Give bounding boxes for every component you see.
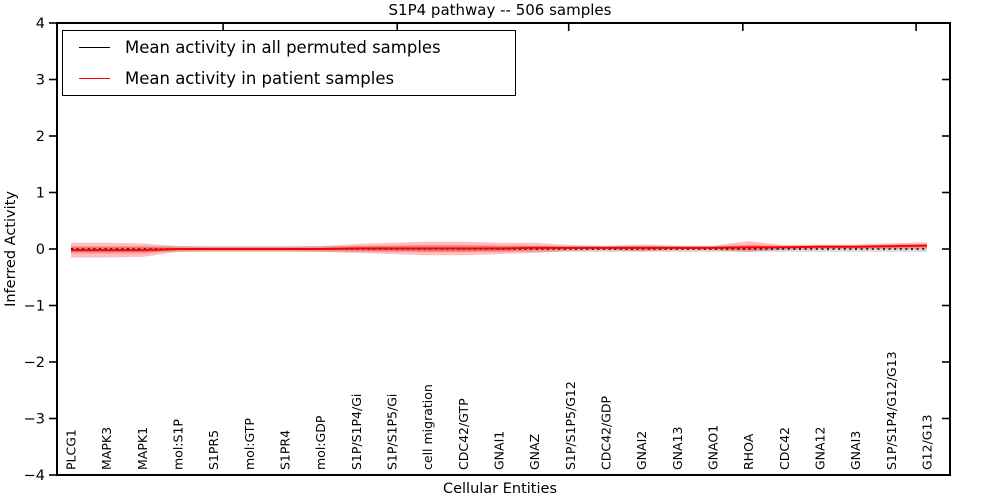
y-tick-label: −1 <box>24 299 45 315</box>
y-axis-label: Inferred Activity <box>3 191 19 307</box>
legend-label-patient: Mean activity in patient samples <box>125 69 395 89</box>
x-category-label: CDC42 <box>777 427 792 470</box>
chart-title: S1P4 pathway -- 506 samples <box>388 1 612 19</box>
x-category-label: CDC42/GTP <box>456 398 471 470</box>
x-category-label: mol:GTP <box>242 418 257 470</box>
y-tick-label: 0 <box>36 242 45 258</box>
y-tick-label: −2 <box>24 355 45 371</box>
x-category-label: GNAZ <box>527 434 542 470</box>
y-tick-label: 3 <box>36 73 45 89</box>
x-axis-label: Cellular Entities <box>442 481 558 497</box>
x-category-label: S1P/S1P5/G12 <box>563 381 578 470</box>
x-category-label: S1P/S1P4/G12/G13 <box>884 351 899 470</box>
y-tick-label: 4 <box>36 16 45 32</box>
y-tick-label: 1 <box>36 186 45 202</box>
x-category-label: S1PR4 <box>278 430 293 470</box>
legend-item-permuted: Mean activity in all permuted samples <box>63 32 515 62</box>
x-category-label: MAPK1 <box>135 427 150 470</box>
x-category-label: GNAO1 <box>706 425 721 470</box>
legend-item-patient: Mean activity in patient samples <box>63 64 515 94</box>
x-category-label: GNAI3 <box>848 431 863 470</box>
x-category-label: mol:GDP <box>313 415 328 470</box>
x-category-label: GNAI1 <box>492 431 507 470</box>
patient-line-swatch <box>79 78 110 80</box>
x-category-label: GNAI2 <box>634 431 649 470</box>
x-category-label: GNA13 <box>670 427 685 471</box>
permuted-line-swatch <box>79 46 110 48</box>
x-category-label: G12/G13 <box>920 415 935 470</box>
x-category-label: PLCG1 <box>64 429 79 470</box>
x-category-label: S1P/S1P5/Gi <box>385 394 400 470</box>
x-category-label: S1P/S1P4/Gi <box>349 394 364 470</box>
legend: Mean activity in all permuted samples Me… <box>62 30 516 96</box>
x-category-label: mol:S1P <box>171 419 186 470</box>
legend-label-permuted: Mean activity in all permuted samples <box>125 37 441 57</box>
x-category-label: CDC42/GDP <box>599 395 614 470</box>
y-tick-label: −3 <box>24 412 45 428</box>
x-category-label: RHOA <box>741 433 756 470</box>
y-tick-label: 2 <box>36 129 45 145</box>
x-category-label: MAPK3 <box>99 427 114 470</box>
y-tick-label: −4 <box>24 468 45 484</box>
x-category-label: S1PR5 <box>206 430 221 470</box>
x-category-label: GNA12 <box>813 427 828 471</box>
x-category-label: cell migration <box>420 384 435 470</box>
